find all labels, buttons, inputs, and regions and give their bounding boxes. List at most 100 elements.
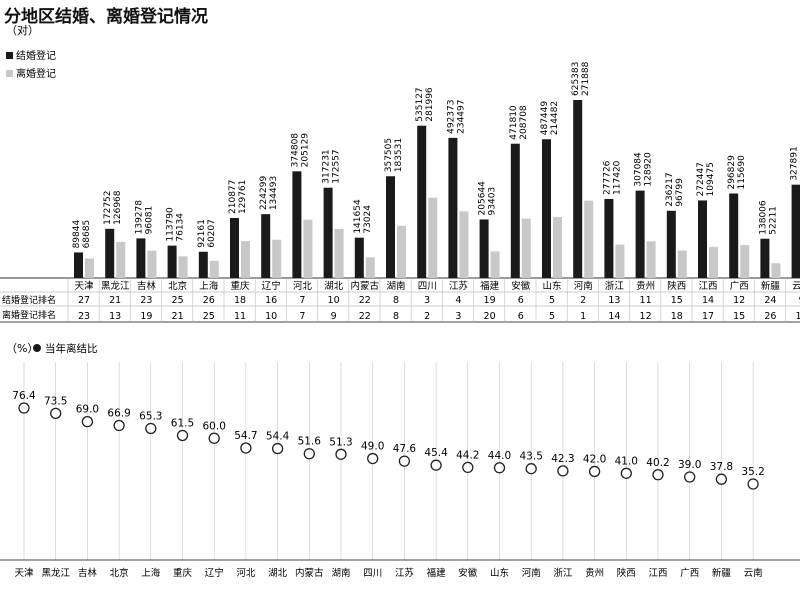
divorce-value-label-河南: 271888 — [581, 61, 591, 96]
marriage-rank-上海: 26 — [203, 295, 215, 306]
marriage-value-label-云南: 327891 — [790, 146, 800, 180]
divorce-value-label-黑龙江: 126968 — [113, 190, 123, 225]
divorce-rank-浙江: 14 — [608, 311, 620, 322]
ratio-marker-湖北 — [271, 442, 284, 455]
ratio-category-label-江西: 江西 — [648, 568, 667, 579]
ratio-marker-浙江 — [557, 465, 569, 477]
marriage-value-label-浙江: 277726 — [602, 160, 612, 195]
marriage-bar-重庆 — [230, 217, 239, 278]
divorce-rank-辽宁: 10 — [265, 311, 277, 322]
divorce-rank-陕西: 18 — [671, 311, 683, 322]
divorce-value-label-江苏: 234497 — [456, 99, 466, 133]
category-label-内蒙古: 内蒙古 — [351, 280, 380, 292]
divorce-rank-row-label: 离婚登记排名 — [2, 309, 56, 321]
divorce-rank-江苏: 3 — [455, 311, 461, 322]
ratio-marker-天津 — [18, 402, 30, 414]
divorce-bar-河北 — [303, 219, 313, 278]
ratio-category-label-云南: 云南 — [744, 567, 763, 579]
divorce-bar-山东 — [553, 216, 562, 278]
divorce-bar-黑龙江 — [116, 241, 126, 278]
divorce-bar-内蒙古 — [365, 257, 375, 278]
ratio-category-label-山东: 山东 — [490, 567, 509, 579]
category-label-湖北: 湖北 — [324, 281, 344, 292]
divorce-rank-湖北: 9 — [331, 311, 337, 322]
ratio-category-label-浙江: 浙江 — [553, 567, 573, 579]
category-label-河南: 河南 — [574, 280, 593, 292]
marriage-value-label-上海: 92161 — [197, 219, 207, 248]
marriage-rank-河南: 2 — [580, 295, 586, 306]
ratio-value-label-江西: 40.2 — [646, 457, 669, 469]
marriage-value-label-湖南: 357505 — [384, 138, 394, 172]
divorce-bar-北京 — [178, 256, 188, 278]
marriage-value-label-江苏: 492373 — [446, 99, 456, 133]
divorce-value-label-山东: 214482 — [550, 101, 560, 135]
ratio-marker-云南 — [747, 478, 759, 490]
bottom-chart-title: 当年离结比 — [45, 342, 98, 355]
legend-marriage-swatch — [6, 52, 13, 59]
category-label-浙江: 浙江 — [605, 280, 625, 292]
divorce-value-label-浙江: 117420 — [612, 160, 622, 195]
divorce-value-label-重庆: 129761 — [238, 180, 248, 214]
divorce-bar-河南 — [584, 200, 594, 278]
marriage-value-label-黑龙江: 172752 — [103, 190, 113, 224]
marriage-bar-湖南 — [386, 176, 395, 278]
divorce-bar-浙江 — [615, 244, 625, 278]
divorce-rank-湖南: 8 — [393, 311, 399, 322]
marriage-rank-湖南: 8 — [393, 295, 399, 306]
marriage-rank-江西: 14 — [702, 295, 714, 306]
divorce-rank-新疆: 26 — [764, 311, 776, 322]
divorce-bar-江西 — [709, 246, 718, 278]
ratio-category-label-吉林: 吉林 — [78, 567, 98, 579]
marriage-value-label-贵州: 307084 — [634, 152, 644, 187]
ratio-value-label-浙江: 42.3 — [551, 453, 574, 465]
marriage-rank-辽宁: 16 — [265, 295, 277, 306]
category-label-湖南: 湖南 — [386, 280, 405, 292]
marriage-bar-河北 — [292, 171, 302, 278]
ratio-value-label-河北: 54.7 — [234, 430, 257, 442]
divorce-bar-陕西 — [677, 250, 687, 278]
marriage-rank-安徽: 6 — [518, 295, 524, 306]
marriage-value-label-广西: 296829 — [727, 155, 737, 190]
divorce-rank-贵州: 12 — [640, 311, 652, 322]
divorce-value-label-内蒙古: 73024 — [363, 205, 373, 234]
divorce-rank-吉林: 19 — [140, 311, 152, 322]
ratio-value-label-四川: 49.0 — [361, 441, 384, 453]
divorce-rank-福建: 20 — [484, 311, 496, 322]
legend-marriage-label: 结婚登记 — [16, 49, 56, 62]
ratio-marker-湖南 — [335, 448, 347, 460]
ratio-marker-陕西 — [620, 467, 632, 479]
category-label-辽宁: 辽宁 — [262, 280, 281, 292]
marriage-bar-四川 — [417, 125, 427, 278]
ratio-value-label-湖南: 51.3 — [329, 436, 352, 448]
divorce-value-label-河北: 205129 — [300, 133, 310, 168]
category-label-江西: 江西 — [698, 281, 717, 292]
divorce-bar-贵州 — [646, 241, 656, 278]
divorce-value-label-辽宁: 134493 — [269, 176, 279, 210]
divorce-bar-重庆 — [241, 241, 250, 278]
ratio-marker-四川 — [367, 452, 379, 465]
marriage-rank-河北: 7 — [299, 295, 305, 306]
ratio-marker-河北 — [240, 442, 252, 454]
divorce-bar-江苏 — [459, 211, 469, 278]
divorce-value-label-北京: 76134 — [176, 213, 186, 242]
category-label-河北: 河北 — [293, 280, 313, 292]
divorce-value-label-天津: 68685 — [82, 220, 92, 249]
ratio-value-label-北京: 66.9 — [107, 408, 130, 420]
divorce-value-label-四川: 281996 — [425, 87, 435, 122]
divorce-rank-黑龙江: 13 — [109, 311, 121, 322]
marriage-bar-贵州 — [635, 190, 645, 278]
category-label-云南: 云南 — [792, 280, 800, 292]
ratio-category-label-新疆: 新疆 — [712, 567, 732, 579]
ratio-marker-重庆 — [176, 429, 189, 442]
marriage-rank-山东: 5 — [549, 295, 555, 306]
ratio-value-label-新疆: 37.8 — [710, 461, 733, 473]
marriage-value-label-福建: 205644 — [478, 181, 488, 216]
marriage-bar-河南 — [573, 100, 583, 278]
marriage-rank-吉林: 23 — [140, 295, 152, 306]
ratio-marker-安徽 — [462, 461, 474, 474]
marriage-value-label-天津: 89844 — [72, 220, 82, 249]
marriage-bar-云南 — [791, 184, 800, 278]
marriage-value-label-内蒙古: 141654 — [353, 199, 363, 234]
marriage-bar-辽宁 — [261, 214, 271, 278]
ratio-value-label-江苏: 47.6 — [393, 443, 417, 455]
